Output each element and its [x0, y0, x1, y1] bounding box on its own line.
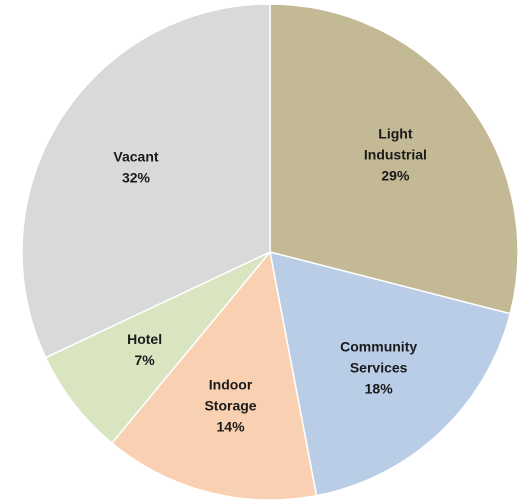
pie-label-name: Indoor	[209, 377, 253, 393]
pie-label-percent: 32%	[122, 169, 151, 185]
pie-label-percent: 14%	[217, 419, 246, 435]
pie-label-percent: 29%	[381, 168, 410, 184]
pie-label-name: Hotel	[127, 331, 162, 347]
pie-label-light-industrial: Light Industrial 29%	[364, 126, 427, 184]
pie-label-indoor-storage: Indoor Storage 14%	[204, 377, 256, 435]
pie-slice-light-industrial	[269, 3, 519, 315]
pie-label-percent: 7%	[134, 352, 155, 368]
slices-layer	[21, 3, 519, 501]
labels-layer: Light Industrial 29% Community Services 18% In…	[113, 126, 426, 435]
pie-label-name: Vacant	[113, 148, 158, 164]
pie-label-hotel: Hotel 7%	[127, 331, 162, 368]
pie-slice-hotel	[44, 251, 271, 445]
pie-label-name: Services	[350, 360, 408, 376]
pie-slice-vacant	[21, 3, 271, 359]
pie-slice-community-services	[269, 250, 512, 497]
pie-slice-indoor-storage	[110, 250, 318, 501]
pie-label-name: Storage	[204, 398, 256, 414]
pie-label-name: Industrial	[364, 147, 427, 163]
pie-label-community-services: Community Services 18%	[340, 339, 417, 397]
pie-label-name: Light	[378, 126, 413, 142]
pie-label-percent: 18%	[365, 381, 394, 397]
pie-label-vacant: Vacant 32%	[113, 148, 158, 185]
pie-label-name: Community	[340, 339, 417, 355]
